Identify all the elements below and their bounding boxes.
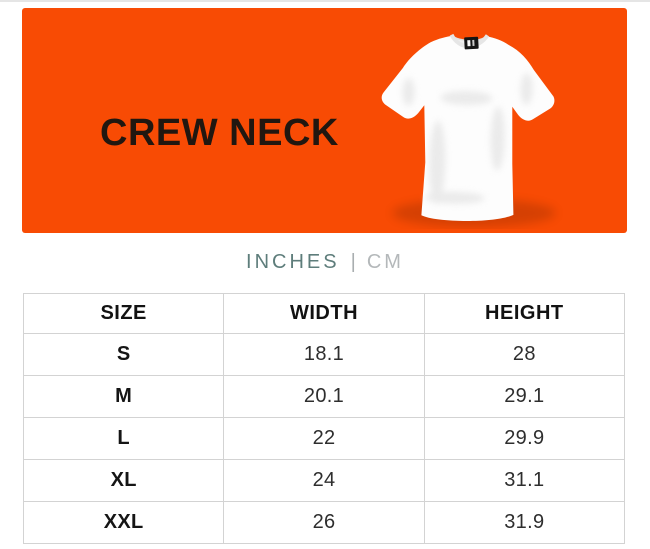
size-label: XXL [22, 501, 225, 544]
col-header-size: SIZE [22, 293, 225, 334]
height-value: 29.9 [423, 417, 626, 460]
unit-separator: | [350, 251, 356, 273]
unit-toggle: INCHES | CM [0, 247, 650, 277]
table-row-m: M 20.1 29.1 [22, 375, 626, 418]
image-top-edge [0, 0, 650, 2]
width-value: 24 [223, 459, 425, 502]
width-value: 22 [223, 417, 425, 460]
size-table: SIZE WIDTH HEIGHT S 18.1 28 M 20.1 29.1 … [22, 293, 626, 544]
product-title: CREW NECK [100, 111, 339, 154]
tshirt-wrinkles [402, 73, 533, 205]
table-header-row: SIZE WIDTH HEIGHT [22, 293, 626, 334]
col-header-width: WIDTH [223, 293, 425, 334]
product-banner: CREW NECK [22, 8, 627, 233]
size-label: L [22, 417, 225, 460]
tshirt-photo [366, 13, 568, 229]
tshirt-body [381, 35, 555, 222]
size-label: S [22, 333, 225, 376]
width-value: 18.1 [223, 333, 425, 376]
table-row-xl: XL 24 31.1 [22, 459, 626, 502]
size-label: M [22, 375, 225, 418]
height-value: 31.1 [423, 459, 626, 502]
width-value: 26 [223, 501, 425, 544]
table-row-xxl: XXL 26 31.9 [22, 501, 626, 544]
collar-tag [464, 36, 479, 50]
height-value: 29.1 [423, 375, 626, 418]
unit-inches-tab[interactable]: INCHES [246, 251, 340, 273]
height-value: 28 [423, 333, 626, 376]
width-value: 20.1 [223, 375, 425, 418]
col-header-height: HEIGHT [423, 293, 626, 334]
tshirt-graphic [381, 33, 556, 227]
height-value: 31.9 [423, 501, 626, 544]
size-label: XL [22, 459, 225, 502]
unit-cm-tab[interactable]: CM [366, 251, 404, 273]
table-row-s: S 18.1 28 [22, 333, 626, 376]
table-row-l: L 22 29.9 [22, 417, 626, 460]
